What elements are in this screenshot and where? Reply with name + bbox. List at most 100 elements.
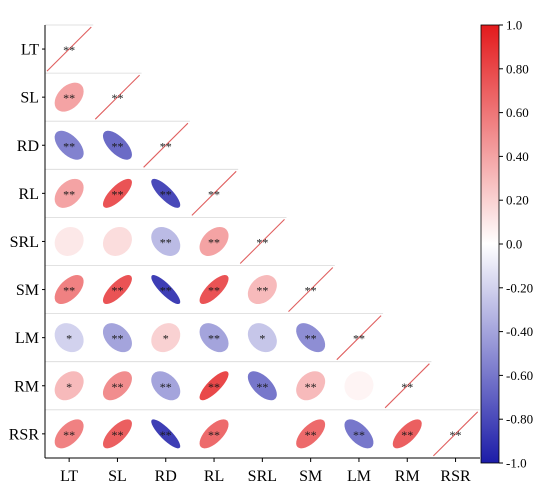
- x-tick-label: RSR: [440, 468, 471, 485]
- significance-label: **: [111, 91, 123, 105]
- colorbar-tick-label: -0.80: [506, 412, 533, 427]
- y-tick-label: LM: [15, 330, 39, 347]
- significance-label: **: [208, 284, 220, 298]
- significance-label: **: [63, 139, 75, 153]
- colorbar-tick-label: -0.60: [506, 368, 533, 383]
- colorbar-tick-label: 0.80: [506, 61, 529, 76]
- colorbar-tick-label: 0.20: [506, 193, 529, 208]
- correlation-ellipse: [102, 419, 132, 449]
- significance-label: **: [401, 428, 413, 442]
- significance-label: **: [353, 428, 365, 442]
- y-tick-label: SRL: [10, 234, 39, 251]
- correlation-ellipse: [392, 419, 422, 449]
- x-tick-label: SRL: [248, 468, 277, 485]
- significance-label: **: [208, 428, 220, 442]
- correlation-ellipse: [199, 419, 229, 449]
- x-tick-label: SL: [108, 468, 127, 485]
- significance-label: **: [63, 428, 75, 442]
- correlation-ellipse: [247, 323, 277, 353]
- correlation-ellipse: [54, 323, 84, 353]
- correlation-ellipse: [296, 419, 326, 449]
- significance-label: **: [401, 380, 413, 394]
- y-tick-label: SM: [16, 282, 39, 299]
- correlation-ellipse: [151, 226, 181, 256]
- diagonal-line: [143, 122, 189, 168]
- correlation-ellipse: [151, 371, 181, 401]
- correlation-cells: **** **** ** **** ** ** **** ** **** ** ** ** ** *** *…: [46, 26, 479, 457]
- y-tick-labels: LT SL RD RL SRL SM LM RM RSR: [9, 42, 45, 443]
- significance-label: **: [353, 332, 365, 346]
- significance-label: **: [305, 428, 317, 442]
- significance-label: **: [160, 284, 172, 298]
- diagonal-line: [191, 170, 237, 216]
- correlation-ellipse: [151, 178, 181, 208]
- correlation-ellipse: [151, 323, 181, 353]
- correlation-ellipse: [344, 371, 374, 401]
- significance-label: **: [111, 428, 123, 442]
- correlation-ellipse: [54, 419, 84, 449]
- y-tick-label: RSR: [9, 426, 40, 443]
- significance-label: *: [66, 332, 72, 346]
- correlation-ellipse: [102, 371, 132, 401]
- colorbar-ticks: 1.0 0.80 0.60 0.40 0.20 0.0 -0.20 -0.40 -0.60 -0.…: [499, 18, 533, 471]
- correlation-ellipse: [247, 419, 277, 449]
- significance-label: **: [111, 284, 123, 298]
- x-tick-label: LM: [347, 468, 371, 485]
- diagonal-line: [288, 267, 334, 312]
- correlation-ellipse: [102, 130, 132, 160]
- significance-label: **: [256, 380, 268, 394]
- colorbar-tick-label: -0.20: [506, 280, 533, 295]
- x-tick-label: RL: [204, 468, 224, 485]
- colorbar-tick-label: 0.60: [506, 105, 529, 120]
- correlation-ellipse: [102, 178, 132, 208]
- correlation-ellipse: [54, 178, 84, 208]
- diagonal-line: [46, 26, 92, 72]
- correlation-ellipse: [344, 419, 374, 449]
- y-tick-label: RD: [17, 138, 39, 155]
- colorbar-tick-label: -0.40: [506, 324, 533, 339]
- significance-label: **: [256, 235, 268, 249]
- correlation-ellipse: [102, 226, 132, 256]
- correlation-ellipse: [247, 371, 277, 401]
- diagonal-line: [336, 315, 382, 361]
- significance-label: **: [305, 380, 317, 394]
- x-tick-label: LT: [60, 468, 78, 485]
- colorbar: 1.0 0.80 0.60 0.40 0.20 0.0 -0.20 -0.40 -0.60 -0.…: [480, 18, 533, 471]
- significance-label: **: [208, 332, 220, 346]
- correlation-ellipse: [296, 371, 326, 401]
- x-tick-labels: LT SL RD RL SRL SM LM RM RSR: [60, 458, 471, 485]
- significance-label: **: [160, 428, 172, 442]
- x-tick-label: RD: [155, 468, 177, 485]
- significance-label: **: [63, 187, 75, 201]
- significance-label: **: [160, 139, 172, 153]
- colorbar-tick-label: -1.0: [506, 456, 527, 471]
- correlation-ellipse: [151, 419, 181, 449]
- y-tick-label: RL: [19, 186, 39, 203]
- diagonal-line: [239, 219, 285, 264]
- significance-label: **: [63, 91, 75, 105]
- correlation-ellipse: [54, 82, 84, 112]
- colorbar-tick-label: 0.40: [506, 149, 529, 164]
- significance-label: **: [111, 187, 123, 201]
- significance-label: **: [160, 380, 172, 394]
- correlation-ellipse: [199, 226, 229, 256]
- y-tick-label: LT: [21, 42, 39, 59]
- significance-label: **: [208, 235, 220, 249]
- significance-label: **: [305, 332, 317, 346]
- significance-label: **: [160, 187, 172, 201]
- correlation-ellipse: [102, 323, 132, 353]
- correlation-ellipse: [296, 323, 326, 353]
- diagonal-line: [384, 363, 430, 409]
- significance-label: **: [450, 428, 462, 442]
- x-tick-label: RM: [395, 468, 420, 485]
- correlation-ellipse: [54, 130, 84, 160]
- correlation-ellipse: [151, 275, 181, 305]
- significance-label: *: [259, 332, 265, 346]
- significance-label: **: [208, 187, 220, 201]
- colorbar-tick-label: 1.0: [506, 18, 522, 33]
- colorbar-gradient: [480, 24, 500, 464]
- significance-label: **: [256, 284, 268, 298]
- significance-label: **: [111, 332, 123, 346]
- correlation-ellipse: [247, 275, 277, 305]
- cell-grid: [45, 24, 480, 411]
